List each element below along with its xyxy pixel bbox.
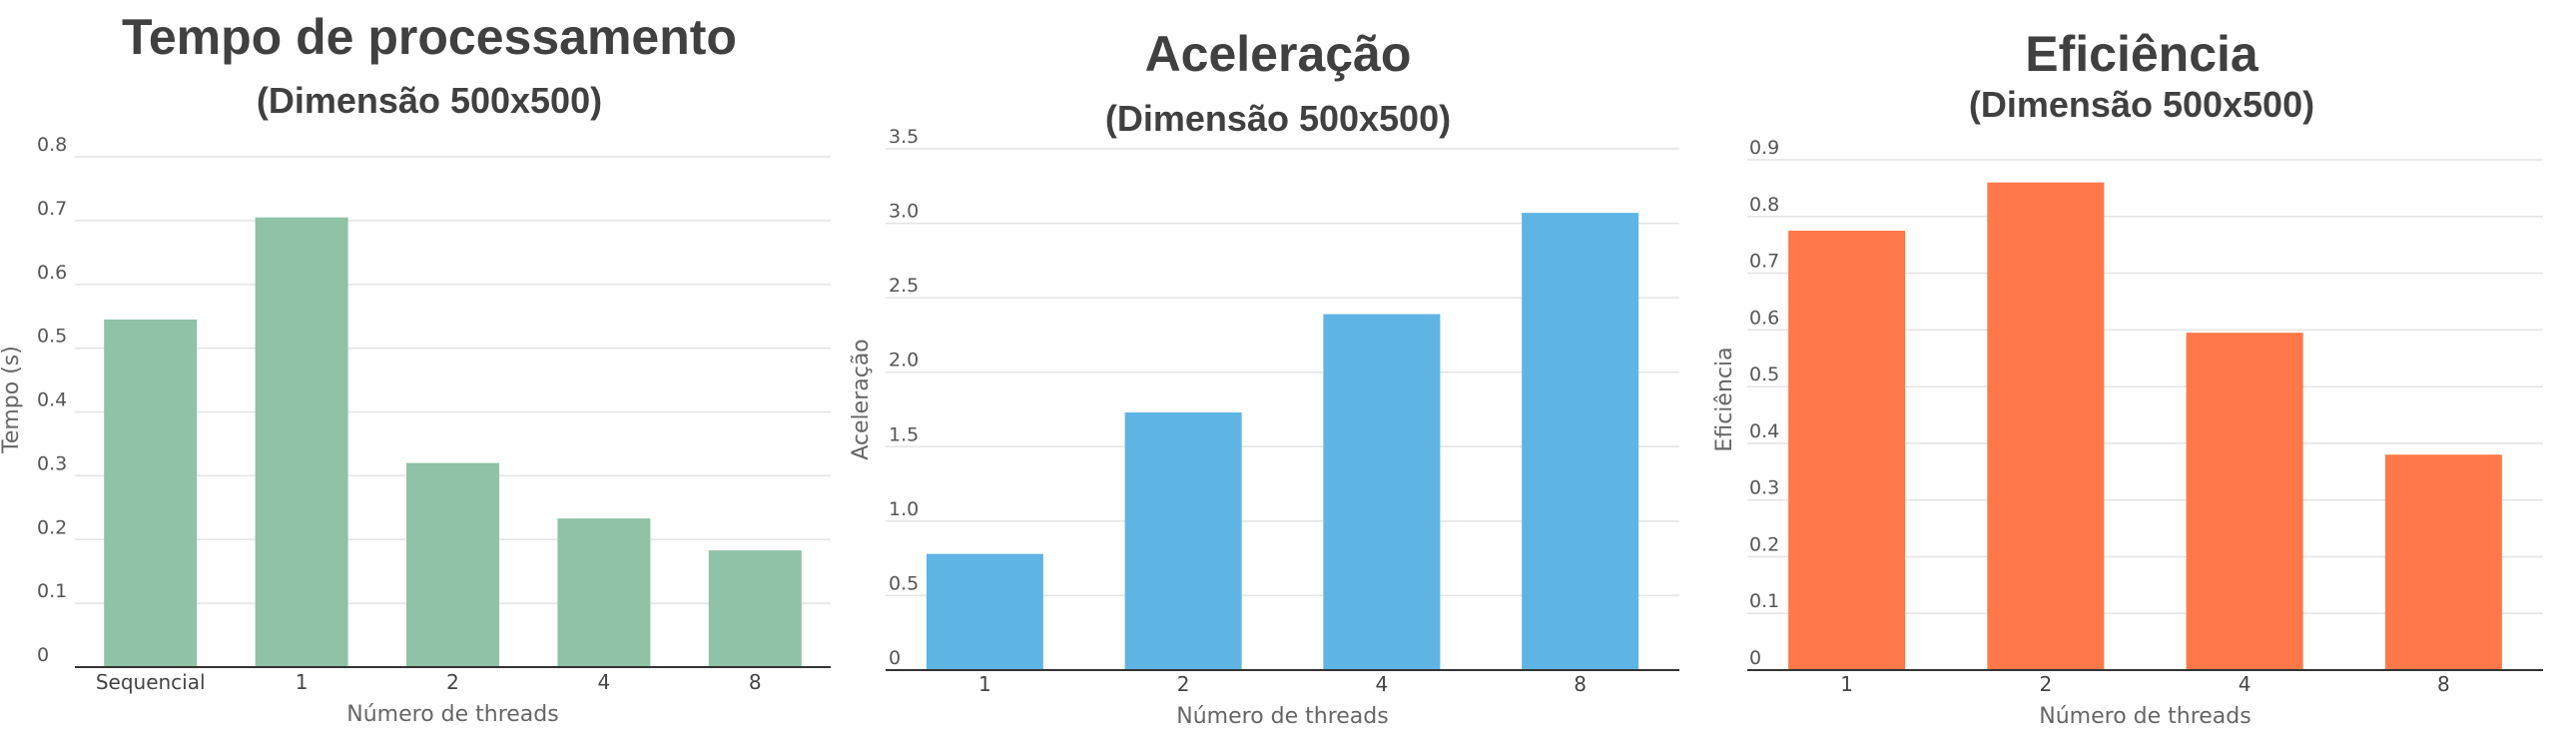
bar [2186, 333, 2303, 670]
y-tick-label: 0 [37, 644, 49, 666]
bar [2384, 454, 2502, 670]
y-tick-label: 0.1 [1749, 590, 1779, 612]
bar [708, 550, 802, 667]
y-tick-label: 0.4 [37, 389, 67, 411]
y-axis-title: Tempo (s) [0, 346, 24, 454]
chart-title: Tempo de processamento [122, 9, 737, 65]
y-tick-label: 1.5 [889, 423, 919, 445]
bar [1323, 314, 1441, 670]
y-axis-title: Aceleração [849, 339, 874, 460]
y-tick-label: 0.3 [1749, 477, 1779, 499]
chart-panel-eficiencia: Eficiência (Dimensão 500x500) 0 0.1 0.2 0.3… [1707, 0, 2576, 755]
y-tick-label: 0.5 [889, 572, 919, 594]
y-tick-label: 0.4 [1749, 420, 1779, 442]
x-tick-label: 4 [2239, 672, 2252, 696]
x-tick-label: 2 [2040, 672, 2053, 696]
chart-panel-aceleracao: Aceleração (Dimensão 500x500) 0 0.5 1.0 1.5… [849, 0, 1707, 755]
chart-subtitle: (Dimensão 500x500) [1104, 98, 1452, 139]
x-axis-title: Número de threads [1176, 704, 1388, 729]
y-tick-label: 0.2 [1749, 533, 1779, 555]
y-tick-label: 0.6 [1749, 307, 1779, 329]
y-tick-label: 1.0 [889, 498, 919, 520]
chart-title: Eficiência [2025, 26, 2258, 82]
x-tick-label: 1 [978, 672, 991, 696]
x-tick-label: 4 [1376, 672, 1389, 696]
x-tick-label: 1 [296, 670, 309, 694]
bar [1522, 213, 1639, 671]
y-tick-label: 0.3 [37, 452, 67, 474]
y-tick-label: 0.9 [1749, 137, 1779, 159]
bar [1124, 411, 1242, 670]
x-axis-title: Número de threads [2039, 704, 2251, 729]
bar [1788, 230, 1906, 670]
x-tick-label: 8 [749, 670, 762, 694]
chart-subtitle: (Dimensão 500x500) [256, 80, 603, 121]
x-tick-label: 2 [1177, 672, 1190, 696]
y-tick-label: 0.1 [37, 580, 67, 602]
y-tick-label: 3.5 [889, 126, 919, 148]
chart-subtitle: (Dimensão 500x500) [1968, 84, 2315, 125]
x-tick-label: 8 [2437, 672, 2450, 696]
y-tick-label: 2.0 [889, 350, 919, 372]
x-tick-label: 2 [446, 670, 459, 694]
y-tick-label: 0.7 [37, 198, 67, 220]
bar [1987, 182, 2105, 670]
x-tick-label: 1 [1840, 672, 1853, 696]
x-axis-title: Número de threads [346, 702, 558, 727]
x-tick-label: 4 [598, 670, 611, 694]
bar [104, 319, 198, 667]
bar-chart-tempo: 0 0.1 0.2 0.3 0.4 0.5 0.6 0.7 0.8 Sequencial 1 2 4 8 N… [0, 134, 831, 727]
bar-chart-aceleracao: 0 0.5 1.0 1.5 2.0 2.5 3.0 3.5 1 2 4 8 Número de thre… [849, 126, 1679, 729]
y-tick-label: 3.0 [889, 201, 919, 223]
y-tick-label: 0.6 [37, 262, 67, 284]
bar [557, 518, 651, 667]
x-tick-label: 8 [1574, 672, 1587, 696]
x-tick-label: Sequencial [96, 670, 206, 694]
y-tick-label: 0.2 [37, 516, 67, 538]
bar [255, 217, 348, 667]
y-tick-label: 0.8 [1749, 194, 1779, 216]
y-axis-title: Eficiência [1712, 347, 1737, 451]
y-tick-label: 0.7 [1749, 251, 1779, 273]
bar [926, 553, 1043, 670]
y-tick-label: 0.8 [37, 134, 67, 156]
chart-title: Aceleração [1144, 26, 1412, 82]
y-tick-label: 0 [1749, 647, 1761, 669]
y-tick-label: 0 [889, 647, 901, 669]
y-tick-label: 0.5 [37, 326, 67, 348]
y-tick-label: 2.5 [889, 275, 919, 297]
chart-panel-tempo: Tempo de processamento (Dimensão 500x500… [0, 0, 859, 755]
bar [406, 462, 499, 667]
y-tick-label: 0.5 [1749, 364, 1779, 385]
bar-chart-eficiencia: 0 0.1 0.2 0.3 0.4 0.5 0.6 0.7 0.8 0.9 1 2 4 8 Número d… [1712, 137, 2543, 729]
